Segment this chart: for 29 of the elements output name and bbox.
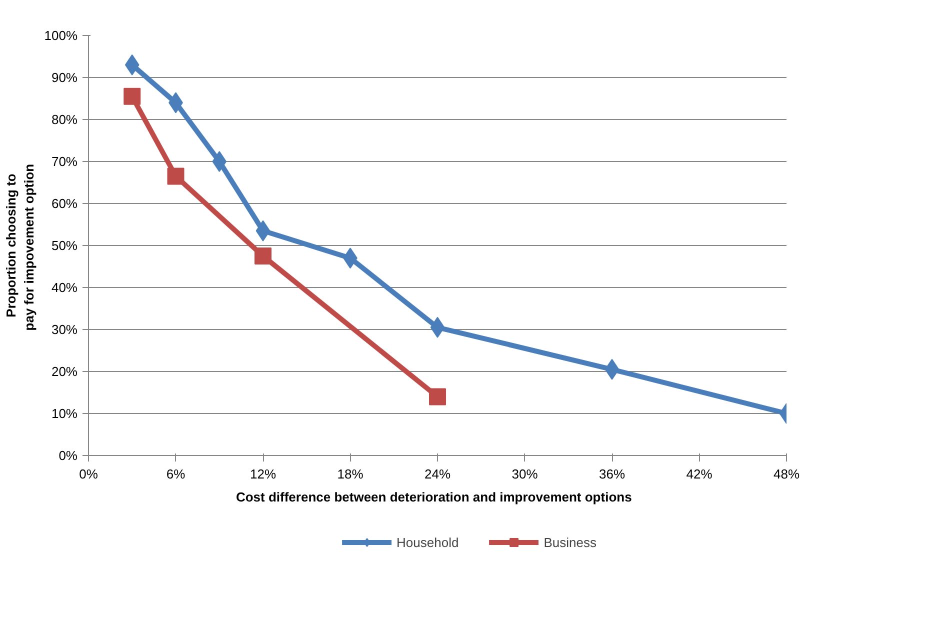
legend-label: Business [544,534,596,550]
point [212,151,227,172]
x-tick-label: 30% [512,466,538,482]
y-tick-label: 50% [51,238,78,253]
point [254,248,272,264]
y-tick-label: 100% [44,28,78,43]
point [429,388,446,406]
y-tick-label: 0% [58,448,78,463]
y-tick-label: 10% [51,406,78,421]
x-tick-label: 48% [773,466,800,482]
x-tick-label: 18% [337,466,364,482]
x-tick-label: 6% [166,466,186,482]
y-tick-label: 40% [51,280,78,295]
y-tick-label: 30% [51,322,78,337]
x-tick-label: 36% [598,466,626,482]
y-tick-label: 80% [51,112,78,127]
y-axis-title: Proportion choosing to pay for impovement option [3,164,36,331]
x-tick-label: 24% [424,466,451,482]
y-tick-label: 60% [51,196,78,211]
y-tick-label: 70% [51,154,78,169]
y-tick-label: 20% [51,364,78,379]
point [124,88,141,105]
legend-label: Household [396,534,459,550]
x-tick-label: 0% [79,466,98,482]
y-tick-label: 90% [51,70,78,85]
x-axis-title: Cost difference between deterioration and improvement options [236,490,632,504]
point [167,168,184,185]
x-tick-label: 42% [686,466,713,482]
x-tick-label: 12% [250,466,276,482]
